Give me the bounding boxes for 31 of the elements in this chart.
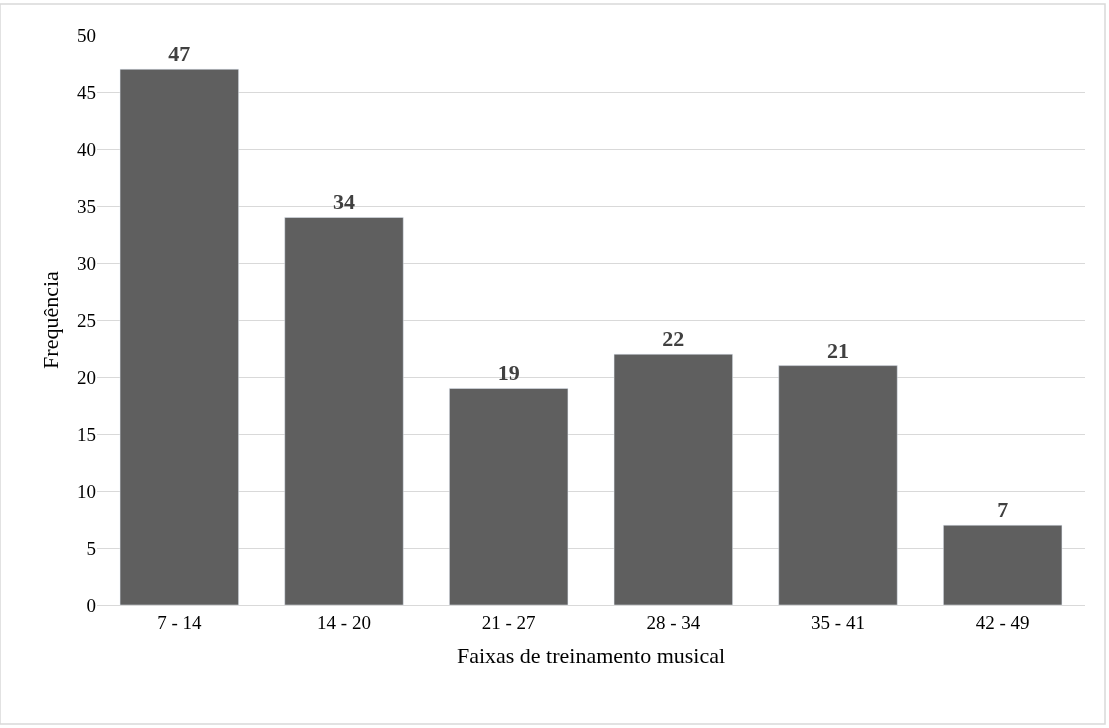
- y-tick-label: 35: [77, 195, 96, 217]
- bar: [449, 388, 569, 605]
- y-tick-label: 10: [77, 480, 96, 502]
- bar: [284, 217, 404, 605]
- y-tick-label: 40: [77, 138, 96, 160]
- data-label: 34: [333, 189, 355, 215]
- y-tick-label: 0: [86, 594, 96, 616]
- bar: [613, 353, 733, 605]
- y-tick-label: 45: [77, 81, 96, 103]
- x-tick-label: 7 - 14: [157, 611, 202, 633]
- data-label: 47: [168, 41, 191, 67]
- y-tick-label: 5: [86, 537, 96, 559]
- x-tick-label: 28 - 34: [646, 611, 701, 633]
- bar: [778, 365, 898, 605]
- x-tick-label: 14 - 20: [317, 611, 371, 633]
- bar: [119, 68, 239, 605]
- bar: [943, 524, 1063, 605]
- data-label: 21: [827, 337, 849, 363]
- y-tick-label: 30: [77, 252, 96, 274]
- data-label: 19: [497, 360, 520, 386]
- x-tick-label: 42 - 49: [975, 611, 1030, 633]
- y-tick-label: 25: [77, 309, 96, 331]
- x-tick-label: 21 - 27: [481, 611, 536, 633]
- y-tick-label: 20: [77, 366, 96, 388]
- data-label: 22: [662, 326, 685, 352]
- x-axis-title: Faixas de treinamento musical: [456, 642, 726, 668]
- y-tick-label: 50: [77, 24, 96, 46]
- x-tick-label: 35 - 41: [811, 611, 865, 633]
- data-label: 7: [997, 497, 1009, 523]
- y-axis-title: Frequência: [37, 270, 63, 369]
- y-tick-label: 15: [77, 423, 96, 445]
